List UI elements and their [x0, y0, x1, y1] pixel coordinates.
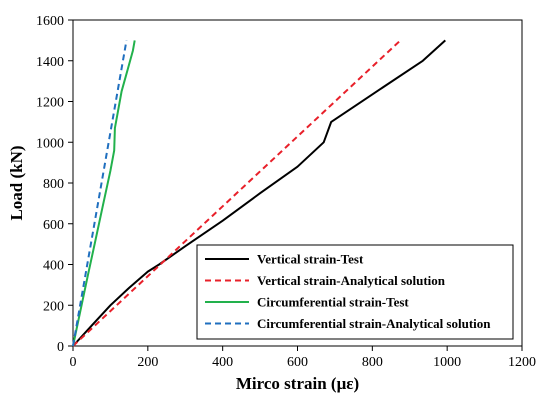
x-tick-label: 800 — [362, 355, 383, 370]
x-tick-label: 400 — [212, 355, 233, 370]
y-tick-label: 1000 — [36, 136, 64, 151]
legend-label-3: Circumferential strain-Test — [257, 295, 409, 310]
series-line-2 — [72, 39, 402, 347]
y-tick-label: 800 — [43, 177, 64, 192]
legend-box — [196, 244, 514, 340]
x-tick-label: 1000 — [433, 355, 461, 370]
series-line-1 — [72, 39, 446, 347]
legend-label-2: Vertical strain-Analytical solution — [257, 273, 446, 288]
y-tick-label: 200 — [43, 299, 64, 314]
series-layer — [72, 39, 446, 347]
x-tick-label: 1200 — [508, 355, 536, 370]
y-axis-title: Load (kN) — [7, 145, 26, 220]
x-axis-title: Mirco strain (με) — [236, 374, 359, 393]
y-tick-label: 1200 — [36, 96, 64, 111]
x-tick-label: 0 — [70, 355, 77, 370]
series-line-3 — [72, 40, 136, 347]
y-tick-label: 0 — [57, 340, 64, 355]
legend-label-1: Vertical strain-Test — [257, 252, 364, 267]
y-tick-label: 600 — [43, 218, 64, 233]
series-line-4 — [72, 40, 128, 347]
y-tick-label: 1400 — [36, 55, 64, 70]
axes: 0 200 400 600 800 1000 1200 0 200 400 600 800 1000 12… — [7, 14, 536, 393]
legend: Vertical strain-Test Vertical strain-Anal… — [196, 244, 514, 340]
y-tick-label: 1600 — [36, 14, 64, 29]
x-tick-label: 600 — [287, 355, 308, 370]
x-tick-label: 200 — [137, 355, 158, 370]
legend-label-4: Circumferential strain-Analytical soluti… — [257, 316, 491, 331]
y-tick-label: 400 — [43, 259, 64, 274]
